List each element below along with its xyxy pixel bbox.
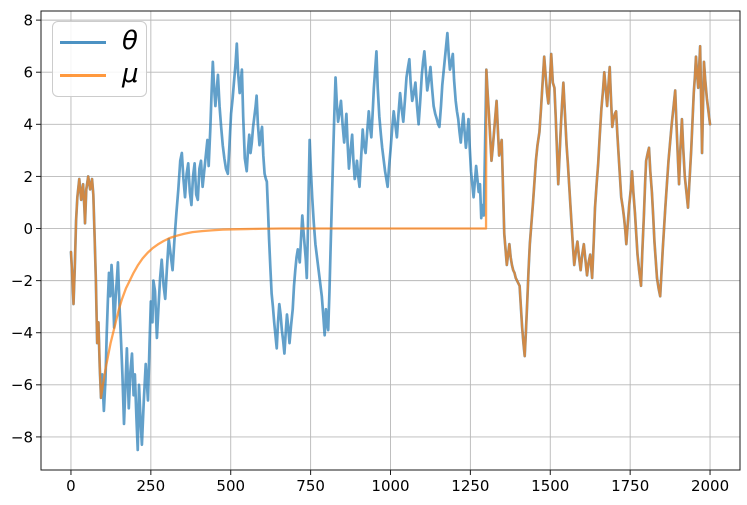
y-tick-label: 2 bbox=[23, 168, 33, 186]
legend-entry-mu: μ bbox=[53, 59, 146, 92]
x-tick-label: 1000 bbox=[371, 477, 409, 495]
x-tick-label: 500 bbox=[216, 477, 245, 495]
theta-legend-label: θ bbox=[122, 25, 138, 56]
y-tick-label: 6 bbox=[23, 64, 33, 82]
y-tick-label: −8 bbox=[11, 428, 33, 446]
legend: θ μ bbox=[52, 21, 147, 97]
y-tick-label: 8 bbox=[23, 12, 33, 30]
x-tick-label: 750 bbox=[296, 477, 325, 495]
legend-entry-theta: θ bbox=[53, 26, 146, 59]
y-tick-label: −4 bbox=[11, 324, 33, 342]
x-tick-label: 0 bbox=[66, 477, 76, 495]
x-tick-label: 1250 bbox=[451, 477, 489, 495]
x-tick-label: 1500 bbox=[531, 477, 569, 495]
y-tick-label: 4 bbox=[23, 116, 33, 134]
mu-legend-label: μ bbox=[122, 58, 139, 89]
y-tick-label: 0 bbox=[23, 220, 33, 238]
x-tick-label: 2000 bbox=[691, 477, 729, 495]
x-tick-label: 250 bbox=[137, 477, 166, 495]
theta-line-swatch bbox=[60, 41, 106, 44]
y-tick-label: −6 bbox=[11, 376, 33, 394]
x-tick-label: 1750 bbox=[611, 477, 649, 495]
series-line-mu bbox=[69, 45, 712, 399]
mu-line-swatch bbox=[60, 74, 106, 77]
y-tick-label: −2 bbox=[11, 272, 33, 290]
